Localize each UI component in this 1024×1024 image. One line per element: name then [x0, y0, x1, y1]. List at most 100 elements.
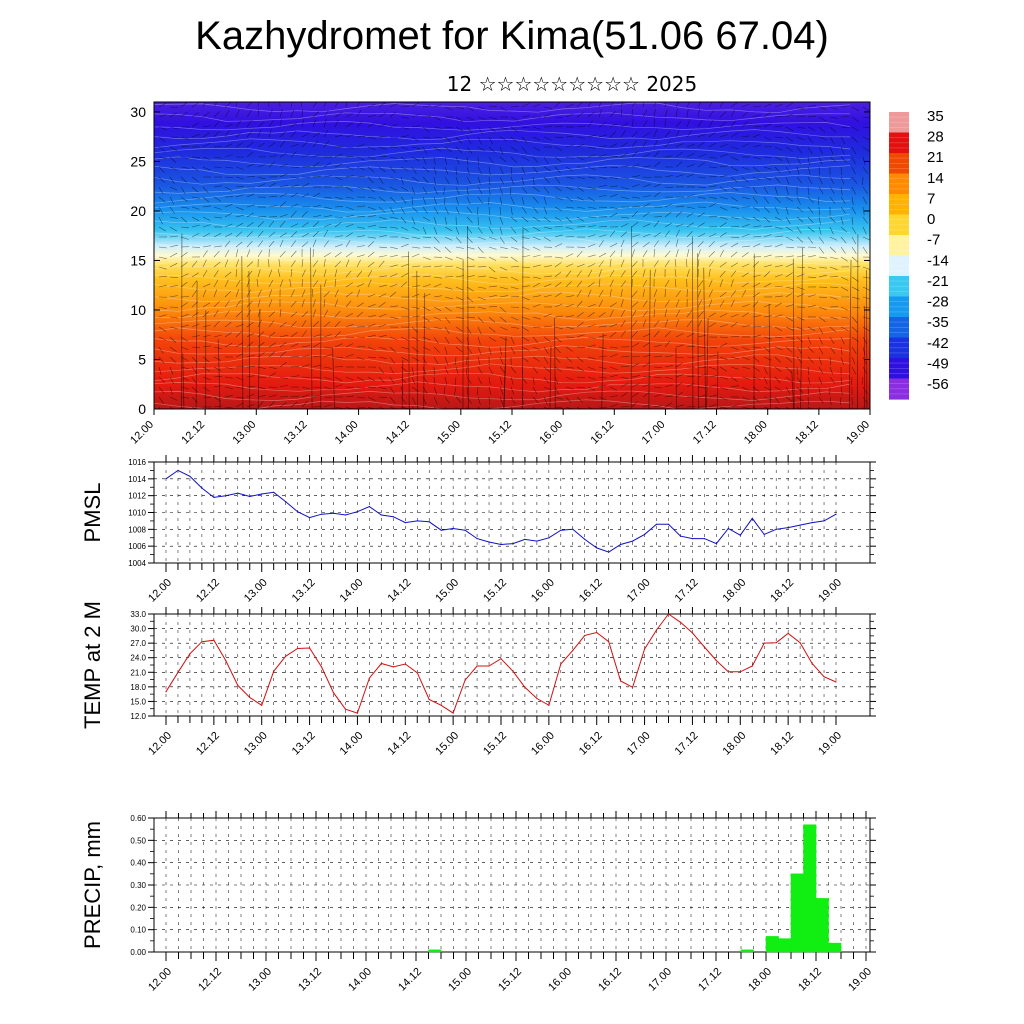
wind-barb: [829, 186, 835, 194]
wind-barb: [356, 245, 365, 248]
wind-barb: [730, 216, 739, 220]
wind-barb: [411, 186, 416, 195]
wind-barb: [587, 176, 596, 179]
contour-line: [154, 237, 851, 248]
wind-barb: [169, 216, 178, 219]
wind-barb: [488, 126, 496, 132]
wind-barb: [180, 136, 189, 140]
wind-barb: [642, 203, 651, 208]
wind-barb: [598, 145, 607, 148]
wind-barb: [301, 330, 307, 338]
wind-barb: [861, 376, 864, 385]
wind-barb: [378, 235, 387, 238]
wind-barb: [411, 356, 420, 362]
wind-barb: [389, 356, 396, 364]
wind-barb: [532, 196, 539, 204]
wind-barb: [279, 250, 286, 258]
contour-line: [154, 363, 851, 375]
wind-barb: [785, 246, 795, 249]
wind-barb: [697, 109, 700, 118]
wind-barb: [686, 258, 688, 268]
wind-barb: [543, 186, 550, 194]
wind-barb: [224, 366, 233, 370]
wind-streak: [791, 370, 794, 409]
wind-barb: [213, 320, 220, 328]
wind-barb: [587, 234, 596, 238]
wind-barb: [631, 140, 637, 148]
wind-barb: [279, 376, 288, 379]
wind-barb: [356, 289, 361, 298]
wind-barb: [653, 320, 660, 328]
wind-barb: [840, 356, 844, 365]
wind-barb: [466, 156, 469, 165]
wind-barb: [532, 276, 541, 279]
wind-barb: [708, 156, 717, 159]
wind-barb: [521, 216, 529, 223]
wind-barb: [246, 204, 255, 208]
wind-barb: [323, 196, 332, 199]
precip-bar: [428, 949, 442, 953]
contour-line: [154, 156, 851, 168]
pmsl-point: [201, 487, 203, 489]
wind-barb: [400, 346, 409, 350]
wind-barb: [356, 156, 365, 161]
wind-barb: [532, 103, 541, 108]
wind-barb: [675, 309, 681, 318]
wind-barb: [631, 270, 638, 278]
wind-barb: [675, 374, 684, 378]
wind-barb: [345, 312, 354, 318]
wind-barb: [554, 281, 562, 288]
y-tick-label: 27.0: [130, 639, 146, 648]
wind-barb: [455, 126, 464, 132]
wind-barb: [433, 316, 442, 321]
wind-barb: [345, 146, 354, 149]
colorbar-swatch: [889, 132, 909, 154]
wind-barb: [477, 316, 484, 324]
wind-barb: [829, 256, 838, 260]
contour-line: [154, 174, 851, 186]
wind-barb: [191, 233, 200, 238]
wind-barb: [862, 206, 865, 215]
wind-barb: [378, 246, 388, 249]
wind-barb: [279, 140, 286, 148]
wind-barb: [191, 122, 199, 128]
wind-streak: [257, 308, 261, 409]
wind-barb: [466, 126, 473, 134]
wind-barb: [191, 176, 199, 182]
temp-point: [715, 660, 718, 662]
wind-barb: [532, 236, 541, 241]
wind-barb: [774, 136, 783, 139]
wind-barb: [840, 396, 842, 406]
colorbar-label: 35: [927, 108, 944, 125]
wind-barb: [620, 130, 626, 138]
y-tick-label: 12.0: [130, 712, 146, 721]
wind-barb: [334, 331, 342, 338]
wind-barb: [389, 103, 398, 108]
wind-barb: [719, 396, 728, 401]
wind-barb: [466, 176, 472, 185]
cs-x-tick-label: 18.00: [742, 419, 770, 447]
wind-barb: [345, 223, 354, 228]
temp-point: [560, 663, 562, 665]
wind-barb: [543, 136, 552, 141]
wind-barb: [862, 176, 864, 186]
wind-barb: [356, 254, 365, 258]
wind-barb: [763, 146, 773, 148]
wind-barb: [499, 226, 503, 235]
wind-barb: [488, 226, 494, 235]
wind-barb: [488, 116, 497, 120]
wind-barb: [829, 226, 834, 235]
wind-barb: [631, 205, 641, 208]
wind-barb: [653, 240, 659, 248]
wind-streak: [521, 228, 524, 409]
wind-barb: [378, 293, 387, 298]
wind-barb: [708, 102, 713, 108]
wind-barb: [796, 293, 805, 298]
wind-barb: [807, 186, 810, 196]
wind-barb: [389, 291, 397, 298]
wind-barb: [510, 336, 515, 345]
wind-barb: [598, 176, 607, 180]
wind-barb: [730, 346, 739, 350]
wind-barb: [169, 206, 175, 214]
pmsl-point: [416, 520, 418, 522]
